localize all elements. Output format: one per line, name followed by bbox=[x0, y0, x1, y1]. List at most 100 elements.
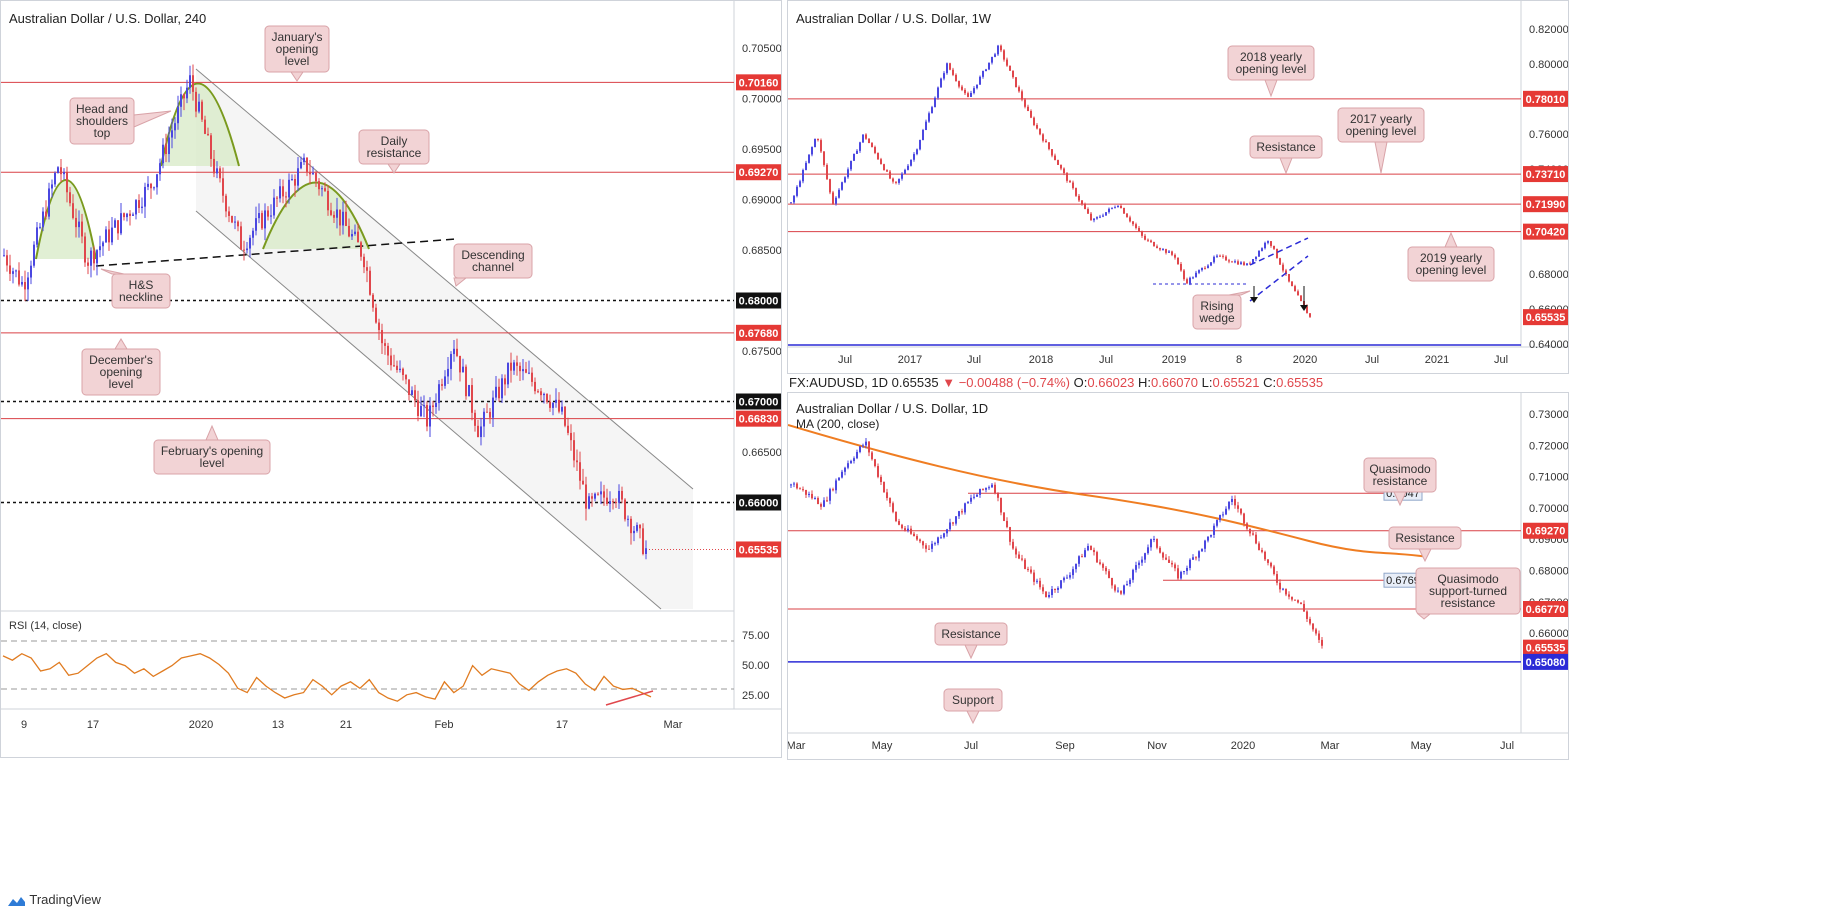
h4-time-label: 2020 bbox=[189, 719, 213, 731]
h4-candle-body bbox=[9, 265, 11, 274]
daily-level-label: 0.69270 bbox=[1526, 526, 1566, 538]
h4-candle-body bbox=[555, 399, 557, 403]
daily-level-label-bg bbox=[1523, 522, 1568, 539]
daily-candle-body bbox=[1204, 540, 1206, 549]
daily-level-label: 0.65080 bbox=[1526, 657, 1566, 669]
weekly-chart[interactable]: 0.820000.800000.760000.740000.720000.680… bbox=[788, 1, 1568, 373]
h4-candle-body bbox=[219, 168, 221, 179]
h4-candle-body bbox=[159, 163, 161, 175]
daily-candle-body bbox=[793, 483, 795, 485]
weekly-candle-body bbox=[1075, 188, 1077, 196]
h4-candle-body bbox=[111, 227, 113, 243]
h4-candle-body bbox=[33, 244, 35, 266]
rsi-line bbox=[2, 652, 652, 702]
daily-candle-body bbox=[940, 537, 942, 539]
weekly-candle-body bbox=[1159, 248, 1161, 250]
weekly-candle-body bbox=[814, 138, 816, 148]
tradingview-footer[interactable]: TradingView bbox=[6, 892, 101, 908]
h4-chart[interactable]: 0.70500 0.70000 0.69500 0.69000 0.68500 0.675… bbox=[1, 1, 781, 757]
weekly-level-label: 0.73710 bbox=[1526, 169, 1566, 181]
weekly-candle-body bbox=[1183, 270, 1185, 280]
daily-candle-body bbox=[1000, 497, 1002, 513]
weekly-candle-body bbox=[1039, 128, 1041, 135]
h4-candle-body bbox=[129, 213, 131, 216]
h4-candle-body bbox=[48, 188, 50, 217]
callout-january-opening-pointer bbox=[290, 71, 304, 82]
h4-candle-body bbox=[72, 203, 74, 218]
weekly-candle-body bbox=[922, 129, 924, 140]
daily-candle-body bbox=[919, 539, 921, 542]
daily-candle-body bbox=[826, 500, 828, 502]
daily-chart-panel[interactable]: 0.73000 0.72000 0.71000 0.70000 0.69000 0.680… bbox=[787, 392, 1569, 760]
weekly-candle-body bbox=[1018, 87, 1020, 92]
daily-price-tick: 0.71000 bbox=[1529, 472, 1568, 484]
h4-candle-body bbox=[300, 162, 302, 169]
h4-level-label-bg bbox=[736, 324, 781, 341]
weekly-candle-body bbox=[1276, 248, 1278, 259]
h4-candle-body bbox=[279, 186, 281, 199]
weekly-chart-panel[interactable]: 0.820000.800000.760000.740000.720000.680… bbox=[787, 0, 1569, 374]
weekly-candle-body bbox=[1249, 263, 1251, 265]
callout-daily-resistance-1-box bbox=[934, 622, 1008, 646]
daily-candle-body bbox=[880, 476, 882, 483]
h4-candle-body bbox=[387, 345, 389, 356]
weekly-candle-body bbox=[850, 160, 852, 170]
h4-candle-body bbox=[255, 218, 257, 231]
h4-time-label: 21 bbox=[340, 719, 352, 731]
h4-candle-body bbox=[513, 362, 515, 371]
weekly-price-tick: 0.68000 bbox=[1529, 269, 1568, 281]
h4-time-label: 13 bbox=[272, 719, 284, 731]
h4-chart-panel[interactable]: 0.70500 0.70000 0.69500 0.69000 0.68500 0.675… bbox=[0, 0, 782, 758]
h4-price-tick: 0.70500 bbox=[742, 43, 781, 55]
h4-candle-body bbox=[567, 425, 569, 433]
daily-candle-body bbox=[1321, 639, 1323, 646]
daily-candle-body bbox=[1285, 588, 1287, 595]
daily-candle-body bbox=[952, 522, 954, 524]
h4-candle-body bbox=[450, 354, 452, 369]
h4-candle-body bbox=[66, 172, 68, 193]
h4-candle-body bbox=[531, 372, 533, 382]
daily-candle-body bbox=[1297, 600, 1299, 603]
h4-chart-title: Australian Dollar / U.S. Dollar, 240 bbox=[9, 11, 207, 26]
weekly-candle-body bbox=[1306, 306, 1308, 314]
weekly-candle-body bbox=[1309, 313, 1311, 317]
weekly-candle-body bbox=[1240, 262, 1242, 265]
h4-candle-body bbox=[36, 227, 38, 245]
callout-2019-yearly-pointer bbox=[1444, 231, 1458, 248]
legend-symbol: FX:AUDUSD, 1D bbox=[789, 375, 888, 390]
weekly-candle-body bbox=[1066, 173, 1068, 181]
daily-candle-body bbox=[1093, 549, 1095, 553]
h4-candle-body bbox=[330, 210, 332, 215]
weekly-candle-body bbox=[1282, 264, 1284, 271]
daily-candle-body bbox=[856, 451, 858, 459]
h4-candle-body bbox=[309, 171, 311, 175]
h4-candle-body bbox=[630, 518, 632, 534]
weekly-candle-body bbox=[886, 170, 888, 172]
daily-candle-body bbox=[1267, 559, 1269, 563]
h4-candle-body bbox=[603, 491, 605, 498]
weekly-candle-body bbox=[1081, 200, 1083, 205]
h4-candle-body bbox=[645, 548, 647, 554]
h4-candle-body bbox=[486, 411, 488, 413]
h4-price-tick: 0.67500 bbox=[742, 346, 781, 358]
h4-candle-body bbox=[354, 231, 356, 235]
callout-december-opening-text: level bbox=[109, 377, 134, 391]
h4-candle-body bbox=[225, 195, 227, 212]
weekly-candle-body bbox=[829, 179, 831, 193]
rsi-tick: 50.00 bbox=[742, 660, 770, 672]
weekly-candle-body bbox=[883, 164, 885, 171]
daily-candle-body bbox=[922, 541, 924, 546]
h4-candle-body bbox=[303, 157, 305, 163]
h4-candle-body bbox=[231, 215, 233, 223]
daily-time-label: Jul bbox=[1500, 740, 1514, 752]
h4-time-label: 17 bbox=[556, 719, 568, 731]
daily-candle-body bbox=[1195, 557, 1197, 559]
weekly-time-label: Jul bbox=[1494, 354, 1508, 366]
h4-level-label-bg bbox=[736, 74, 781, 91]
h4-candle-body bbox=[372, 294, 374, 308]
weekly-candle-body bbox=[1129, 217, 1131, 222]
weekly-candle-body bbox=[877, 152, 879, 160]
weekly-candle-body bbox=[1126, 213, 1128, 218]
h4-candle-body bbox=[240, 226, 242, 250]
daily-chart[interactable]: 0.730000.720000.710000.700000.690000.680… bbox=[788, 393, 1568, 759]
